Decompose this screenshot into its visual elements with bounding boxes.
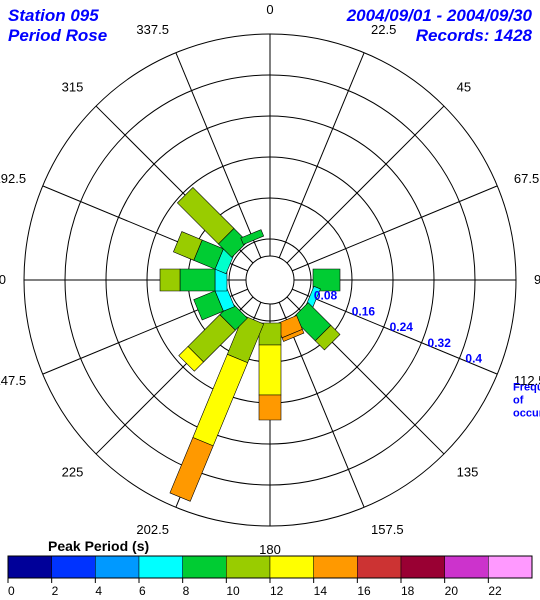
svg-text:202.5: 202.5: [136, 522, 169, 537]
svg-text:occurence: occurence: [513, 407, 540, 419]
colorbar-title: Peak Period (s): [48, 538, 149, 554]
svg-text:135: 135: [457, 465, 479, 480]
svg-text:10: 10: [226, 584, 240, 598]
svg-text:Frequency: Frequency: [513, 381, 540, 393]
header-right: 2004/09/01 - 2004/09/30 Records: 1428: [347, 6, 532, 45]
station-label: Station 095: [8, 6, 107, 26]
svg-text:292.5: 292.5: [0, 171, 26, 186]
svg-text:247.5: 247.5: [0, 373, 26, 388]
svg-text:8: 8: [183, 584, 190, 598]
header-left: Station 095 Period Rose: [8, 6, 107, 45]
svg-text:12: 12: [270, 584, 284, 598]
svg-text:of: of: [513, 394, 524, 406]
svg-text:90: 90: [534, 272, 540, 287]
svg-text:157.5: 157.5: [371, 522, 404, 537]
chart-type-label: Period Rose: [8, 26, 107, 46]
svg-text:16: 16: [357, 584, 371, 598]
svg-text:18: 18: [401, 584, 415, 598]
svg-text:270: 270: [0, 272, 6, 287]
svg-text:4: 4: [95, 584, 102, 598]
svg-text:45: 45: [457, 79, 471, 94]
records-label: Records: 1428: [347, 26, 532, 46]
svg-text:0.16: 0.16: [352, 304, 376, 318]
date-range-label: 2004/09/01 - 2004/09/30: [347, 6, 532, 26]
svg-text:0.24: 0.24: [390, 320, 414, 334]
svg-text:14: 14: [314, 584, 328, 598]
svg-text:315: 315: [62, 79, 84, 94]
svg-text:180: 180: [259, 542, 281, 557]
svg-text:22: 22: [488, 584, 502, 598]
svg-text:0.08: 0.08: [314, 289, 338, 303]
svg-text:20: 20: [445, 584, 459, 598]
svg-text:0.32: 0.32: [428, 336, 452, 350]
svg-text:2: 2: [52, 584, 59, 598]
svg-text:337.5: 337.5: [136, 22, 169, 37]
svg-text:225: 225: [62, 465, 84, 480]
svg-text:0: 0: [266, 2, 273, 17]
svg-text:6: 6: [139, 584, 146, 598]
period-rose-chart: 022.54567.590112.5135157.5180202.5225247…: [0, 0, 540, 600]
svg-text:0.4: 0.4: [465, 351, 482, 365]
svg-text:67.5: 67.5: [514, 171, 539, 186]
svg-text:0: 0: [8, 584, 15, 598]
